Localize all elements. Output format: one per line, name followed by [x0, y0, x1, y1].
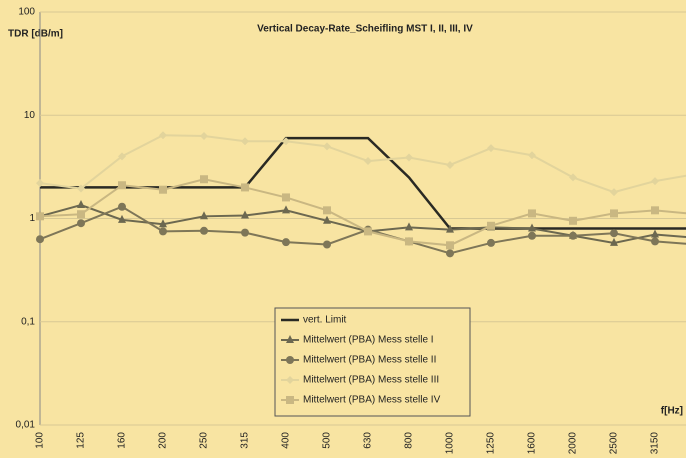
- legend: vert. Limit Mittelwert (PBA) Mess stelle …: [274, 307, 471, 417]
- marker: [569, 216, 577, 225]
- marker: [610, 209, 618, 218]
- marker: [323, 240, 331, 249]
- marker: [651, 206, 659, 215]
- marker: [528, 231, 536, 240]
- marker: [77, 210, 85, 219]
- marker: [286, 335, 294, 343]
- x-tick-label: 250: [199, 432, 210, 449]
- marker: [200, 131, 208, 140]
- series-line: [39, 134, 686, 194]
- marker: [159, 227, 167, 236]
- marker: [323, 142, 331, 151]
- marker: [282, 205, 290, 214]
- y-tick-label: 1: [29, 213, 35, 224]
- x-tick-label: 630: [363, 432, 374, 449]
- x-tick-label: 500: [322, 432, 333, 449]
- marker: [610, 237, 618, 246]
- legend-label: Mittelwert (PBA) Mess stelle III: [303, 375, 439, 386]
- marker: [364, 157, 372, 166]
- marker: [159, 131, 167, 140]
- marker: [200, 226, 208, 235]
- marker: [528, 209, 536, 218]
- marker: [118, 202, 126, 211]
- y-tick-label: 100: [18, 7, 35, 18]
- marker: [159, 185, 167, 194]
- marker: [118, 152, 126, 161]
- marker: [528, 223, 536, 232]
- marker: [286, 356, 294, 364]
- marker: [241, 210, 249, 219]
- y-tick-label: 0,01: [16, 420, 36, 431]
- marker: [159, 219, 167, 228]
- y-axis-label: TDR [dB/m]: [8, 29, 63, 40]
- marker: [36, 235, 44, 244]
- legend-label: vert. Limit: [303, 315, 347, 326]
- marker: [405, 153, 413, 162]
- marker: [200, 211, 208, 220]
- marker: [241, 183, 249, 192]
- legend-label: Mittelwert (PBA) Mess stelle I: [303, 335, 434, 346]
- marker: [282, 137, 290, 146]
- marker: [241, 137, 249, 146]
- x-tick-label: 1250: [486, 432, 497, 455]
- series-line: [39, 203, 686, 244]
- x-tick-label: 1000: [445, 432, 456, 455]
- x-tick-label: 125: [76, 432, 87, 449]
- marker: [36, 179, 44, 188]
- marker: [405, 237, 413, 246]
- marker: [569, 231, 577, 240]
- marker: [610, 188, 618, 197]
- x-tick-label: 315: [240, 432, 251, 449]
- marker: [446, 160, 454, 169]
- x-tick-label: 3150: [650, 432, 661, 455]
- legend-label: Mittelwert (PBA) Mess stelle II: [303, 355, 436, 366]
- x-tick-label: 2000: [568, 432, 579, 455]
- x-tick-label: 160: [117, 432, 128, 449]
- marker: [446, 224, 454, 233]
- x-tick-label: 800: [404, 432, 415, 449]
- marker: [364, 227, 372, 236]
- marker: [282, 238, 290, 247]
- marker: [446, 249, 454, 258]
- legend-box: [274, 307, 471, 417]
- marker: [118, 214, 126, 223]
- marker: [651, 229, 659, 238]
- marker: [610, 229, 618, 238]
- marker: [36, 212, 44, 221]
- marker: [528, 151, 536, 160]
- x-tick-label: 100: [35, 432, 46, 449]
- marker: [77, 184, 85, 193]
- marker: [323, 215, 331, 224]
- x-tick-label: 400: [281, 432, 292, 449]
- marker: [118, 181, 126, 190]
- marker: [286, 396, 294, 404]
- marker: [282, 193, 290, 202]
- chart-title: Vertical Decay-Rate_Scheifling MST I, II…: [257, 24, 473, 35]
- x-tick-label: 1600: [527, 432, 538, 455]
- marker: [241, 228, 249, 237]
- marker: [77, 200, 85, 209]
- marker: [77, 219, 85, 228]
- marker: [200, 175, 208, 184]
- x-axis-label: f[Hz]: [661, 406, 683, 417]
- y-tick-label: 10: [24, 110, 36, 121]
- legend-label: Mittelwert (PBA) Mess stelle IV: [303, 395, 441, 406]
- y-tick-label: 0,1: [21, 316, 35, 327]
- marker: [446, 241, 454, 250]
- marker: [487, 221, 495, 230]
- marker: [569, 173, 577, 182]
- marker: [323, 206, 331, 215]
- marker: [651, 177, 659, 186]
- marker: [651, 237, 659, 246]
- marker: [286, 376, 294, 384]
- marker: [487, 144, 495, 153]
- marker: [487, 238, 495, 247]
- x-tick-label: 2500: [609, 432, 620, 455]
- x-tick-label: 200: [158, 432, 169, 449]
- marker: [405, 222, 413, 231]
